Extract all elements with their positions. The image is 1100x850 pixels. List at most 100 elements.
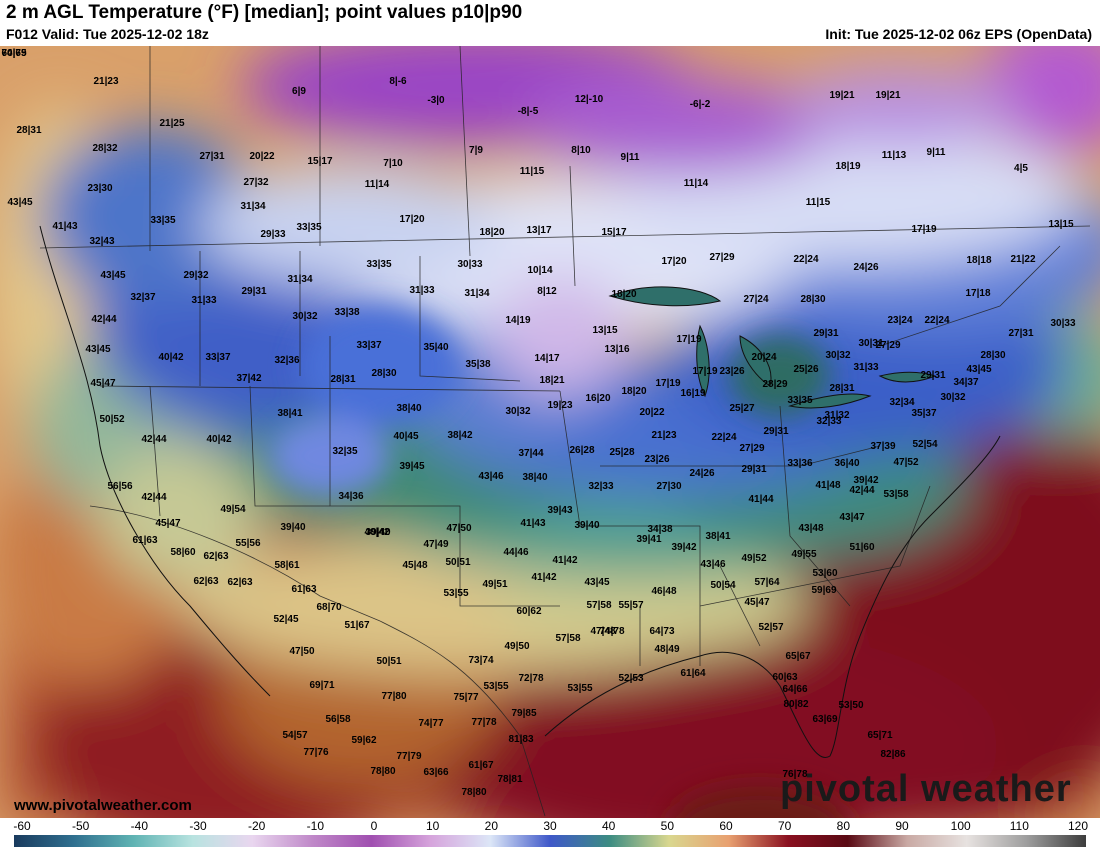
colorbar-tick: 20: [484, 819, 499, 833]
point-value: 27|31: [1008, 328, 1034, 339]
point-value: 52|45: [273, 614, 299, 625]
point-value: 50|51: [445, 557, 471, 568]
point-value: 23|30: [87, 183, 113, 194]
point-value: 40|45: [393, 431, 419, 442]
point-value: 33|36: [787, 458, 813, 469]
point-value: 68|70: [316, 602, 342, 613]
point-value: 50|52: [99, 414, 125, 425]
point-value: 53|55: [483, 681, 509, 692]
point-value: 30|32: [940, 392, 966, 403]
point-value: 55|57: [618, 600, 644, 611]
point-value: 43|48: [798, 523, 824, 534]
point-value: 39|43: [547, 505, 573, 516]
point-value: 78|80: [461, 787, 487, 798]
point-value: 50|54: [710, 580, 736, 591]
point-value: 20|22: [639, 407, 665, 418]
point-value: 43|45: [966, 364, 992, 375]
point-value: 55|56: [235, 538, 261, 549]
point-value: 25|28: [609, 447, 635, 458]
point-value: 57|58: [586, 600, 612, 611]
point-value: 49|51: [482, 579, 508, 590]
colorbar-tick: 110: [1009, 819, 1029, 833]
point-value: 39|45: [399, 461, 425, 472]
point-value: 78|80: [370, 766, 396, 777]
point-value: 41|48: [815, 480, 841, 491]
point-value: 31|34: [287, 274, 313, 285]
point-value: 27|29: [739, 443, 765, 454]
point-value: 40|42: [206, 434, 232, 445]
point-value: 16|20: [585, 393, 611, 404]
point-value: 70|75: [1, 48, 27, 59]
point-value: 39|41: [636, 534, 662, 545]
point-value: 27|24: [743, 294, 769, 305]
point-value: 32|43: [89, 236, 115, 247]
point-value: 43|45: [85, 344, 111, 355]
colorbar-tick: -50: [71, 819, 90, 833]
point-value: 73|74: [468, 655, 494, 666]
colorbar-tick: 60: [719, 819, 733, 833]
point-value: 38|40: [396, 403, 422, 414]
point-value: 58|60: [170, 547, 196, 558]
point-value: 65|71: [867, 730, 893, 741]
point-value: 61|64: [680, 668, 706, 679]
point-value: 11|15: [519, 166, 545, 177]
point-value: 47|49: [423, 539, 449, 550]
point-value: 40|42: [364, 527, 390, 538]
point-value: 21|25: [159, 118, 185, 129]
point-value: 18|20: [621, 386, 647, 397]
point-value: 79|85: [511, 708, 537, 719]
point-value: 64|69: [1, 48, 27, 59]
point-value: 16|19: [680, 388, 706, 399]
point-value: 51|67: [344, 620, 370, 631]
point-value: 22|24: [711, 432, 737, 443]
point-value: 65|67: [785, 651, 811, 662]
point-value: 31|33: [409, 285, 435, 296]
point-value: 43|46: [478, 471, 504, 482]
point-value: 43|46: [700, 559, 726, 570]
point-value: 25|27: [729, 403, 755, 414]
point-value: 38|41: [277, 408, 303, 419]
point-value: 19|23: [547, 400, 573, 411]
point-value: 10|14: [527, 265, 553, 276]
point-value: 17|20: [661, 256, 687, 267]
point-value: -8|-5: [517, 106, 539, 117]
point-value: 13|16: [604, 344, 630, 355]
point-value: 53|60: [812, 568, 838, 579]
point-value: 75|77: [453, 692, 479, 703]
point-value: 47|50: [289, 646, 315, 657]
point-value: 18|21: [539, 375, 565, 386]
point-value: 20|22: [249, 151, 275, 162]
point-value: 43|45: [100, 270, 126, 281]
point-value: 8|12: [537, 286, 557, 297]
site-url[interactable]: www.pivotalweather.com: [14, 797, 192, 814]
colorbar-tick: 100: [950, 819, 971, 833]
point-value: 33|35: [150, 215, 176, 226]
point-value: 31|33: [853, 362, 879, 373]
colorbar-tick: 80: [836, 819, 851, 833]
point-value: 34|37: [953, 377, 979, 388]
point-value: 44|46: [503, 547, 529, 558]
point-value: 28|32: [92, 143, 118, 154]
point-value: 23|26: [719, 366, 745, 377]
colorbar-tick: 120: [1067, 819, 1089, 833]
map-header: 2 m AGL Temperature (°F) [median]; point…: [0, 0, 1100, 46]
point-value: 53|55: [443, 588, 469, 599]
point-value: 53|50: [838, 700, 864, 711]
point-value: 57|58: [555, 633, 581, 644]
point-value: 62|63: [193, 576, 219, 587]
point-value: 33|35: [296, 222, 322, 233]
point-value: 42|44: [91, 314, 117, 325]
point-value: 17|19: [692, 366, 718, 377]
point-value: 35|38: [465, 359, 491, 370]
temperature-map[interactable]: 21|23 6|9 8|-6 -3|0 -8|-5 12|-10 -6|-2 19|21 19|…: [0, 46, 1100, 818]
point-value: 34|36: [338, 491, 364, 502]
point-value: 11|14: [683, 178, 709, 189]
point-value: 22|24: [924, 315, 950, 326]
point-value: 13|15: [592, 325, 618, 336]
point-value: 33|37: [205, 352, 231, 363]
point-value: 41|43: [52, 221, 78, 232]
point-value: 69|71: [309, 680, 335, 691]
point-value: 15|17: [307, 156, 333, 167]
point-value: 23|26: [644, 454, 670, 465]
colorbar-tick: -30: [189, 819, 207, 833]
